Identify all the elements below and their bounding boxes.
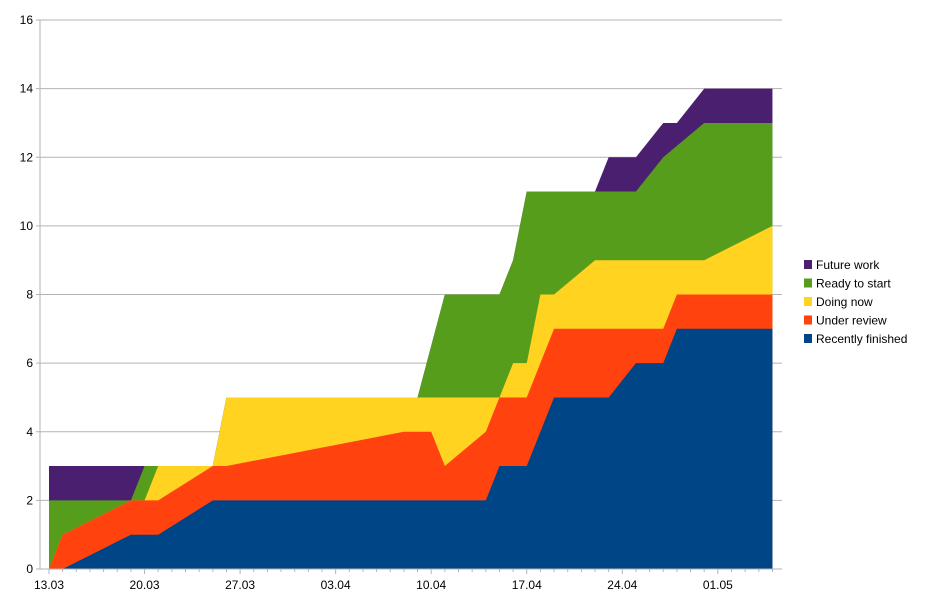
- x-tick-label: 13.03: [34, 578, 64, 592]
- legend-label: Ready to start: [816, 277, 891, 291]
- x-tick-label: 24.04: [607, 578, 637, 592]
- x-tick-label: 01.05: [703, 578, 733, 592]
- legend-swatch: [804, 278, 812, 288]
- legend-swatch: [804, 315, 812, 325]
- y-tick-label: 2: [26, 493, 33, 507]
- legend-label: Under review: [816, 314, 887, 328]
- y-axis-tick-labels: 0 2 4 6 8 10 12 14 16: [20, 13, 34, 576]
- x-tick-label: 17.04: [512, 578, 542, 592]
- y-tick-label: 14: [20, 82, 34, 96]
- x-tick-label: 03.04: [321, 578, 351, 592]
- x-tick-label: 20.03: [130, 578, 160, 592]
- axes: [36, 19, 782, 574]
- legend-swatch: [804, 260, 812, 269]
- x-tick-label: 10.04: [416, 578, 446, 592]
- y-tick-label: 12: [20, 150, 34, 164]
- area-series: [49, 88, 773, 569]
- legend-label: Recently finished: [816, 332, 907, 346]
- y-tick-label: 0: [26, 562, 33, 576]
- x-tick-label: 27.03: [225, 578, 255, 592]
- y-tick-label: 6: [26, 356, 33, 370]
- y-tick-label: 4: [26, 425, 33, 439]
- legend-label: Doing now: [816, 295, 873, 309]
- legend-label: Future work: [816, 258, 880, 272]
- area-recently-finished: [49, 328, 773, 569]
- legend-swatch: [804, 297, 812, 306]
- y-tick-label: 10: [20, 219, 34, 233]
- y-tick-label: 8: [26, 288, 33, 302]
- x-axis-tick-labels: 13.03 20.03 27.03 03.04 10.04 17.04 24.04 01.05: [34, 578, 733, 592]
- y-tick-label: 16: [20, 13, 34, 27]
- legend-swatch: [804, 334, 812, 343]
- legend: Future work Ready to start Doing now Under …: [804, 258, 907, 346]
